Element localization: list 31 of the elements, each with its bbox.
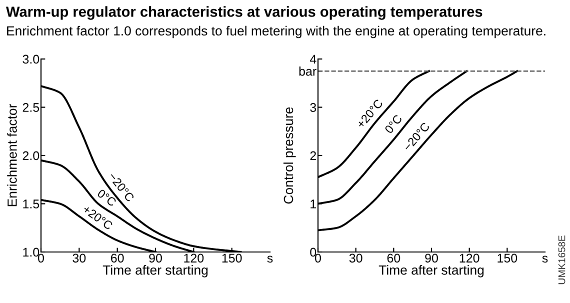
- y-tick-label: 1.0: [23, 248, 40, 257]
- x-tick-label: s: [267, 256, 273, 263]
- chart-subtitle: Enrichment factor 1.0 corresponds to fuel metering with the engine at operating temperature.: [7, 26, 546, 38]
- y-tick-label: bar: [299, 66, 316, 76]
- y-tick-label: 2.0: [22, 151, 40, 160]
- x-tick-label: 150: [498, 254, 518, 263]
- x-tick-label: 120: [184, 254, 204, 263]
- x-tick-label: 90: [149, 254, 162, 263]
- text: 0°C: [384, 114, 403, 134]
- y-tick-label: 2.5: [22, 103, 40, 112]
- x-axis-title: Time after starting: [102, 265, 208, 278]
- y-tick-label: 3.0: [22, 54, 40, 64]
- y-tick-label: 3: [310, 103, 316, 112]
- x-tick-label: 30: [349, 254, 362, 263]
- x-tick-label: 90: [425, 254, 438, 263]
- x-tick-label: s: [542, 256, 548, 263]
- x-tick-label: 60: [387, 254, 400, 263]
- x-axis-title: Time after starting: [378, 265, 484, 278]
- x-tick-label: 30: [72, 254, 86, 263]
- text: UMK1658E: [558, 236, 566, 284]
- y-tick-label: 1.5: [23, 200, 40, 208]
- y-axis-title: Enrichment factor: [7, 104, 17, 206]
- y-tick-label: 2: [310, 151, 316, 160]
- x-tick-label: 120: [460, 254, 480, 263]
- y-tick-label: 1: [310, 200, 316, 208]
- x-tick-label: 150: [222, 254, 242, 263]
- y-axis-title: Control pressure: [283, 107, 296, 204]
- chart-title: Warm-up regulator characteristics at various operating temperatures: [6, 6, 482, 20]
- x-tick-label: 60: [111, 254, 124, 263]
- y-tick-label: 4: [310, 54, 316, 64]
- y-tick-label: 0: [310, 248, 316, 257]
